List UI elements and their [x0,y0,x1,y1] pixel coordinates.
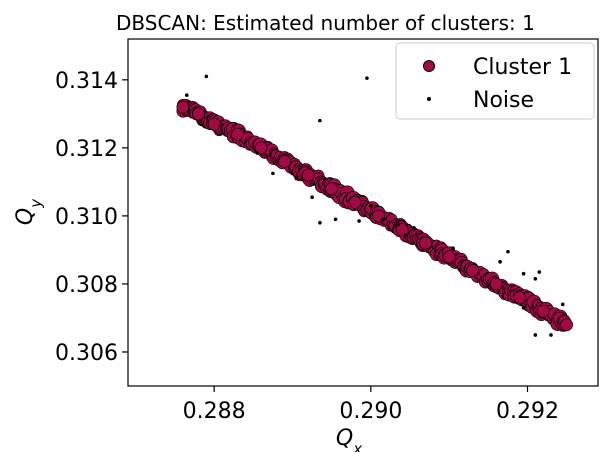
noise-point [537,270,542,274]
cluster-1-points [176,98,573,332]
noise-point [255,151,260,155]
cluster-1-point [207,117,221,131]
noise-point [521,305,526,310]
noise-point [533,277,538,281]
legend: Cluster 1 Noise [395,42,595,120]
x-tick-label: 0.292 [496,399,559,424]
cluster-1-point [192,107,205,121]
noise-point [318,220,322,225]
cluster-1-point [442,250,456,264]
cluster-1-point [560,318,573,332]
noise-point [271,171,275,176]
noise-point [404,232,408,237]
noise-point [204,74,209,79]
cluster-1-point [176,100,190,114]
legend-label-noise: Noise [473,88,534,113]
noise-point [365,76,369,80]
noise-point [451,246,455,251]
noise-point [294,176,299,181]
legend-marker-cluster-1 [423,60,435,72]
cluster-1-point [489,277,503,291]
y-tick-label: 0.312 [55,137,118,162]
legend-label-cluster-1: Cluster 1 [473,55,572,80]
noise-point [506,249,510,254]
noise-point [380,217,385,222]
x-tick-label: 0.290 [339,399,402,424]
noise-point [521,271,526,276]
y-tick-label: 0.314 [55,69,118,94]
cluster-1-point [513,291,526,304]
noise-point [549,333,553,337]
chart-title: DBSCAN: Estimated number of clusters: 1 [116,11,535,35]
cluster-1-point [325,182,338,195]
cluster-1-point [395,223,409,236]
cluster-1-point [466,264,479,277]
legend-box [395,42,595,120]
noise-point [184,93,189,97]
x-tick-label: 0.288 [183,399,246,424]
y-tick-label: 0.306 [55,341,118,366]
x-axis-label: Qx [336,426,362,452]
noise-point [560,302,565,307]
y-tick-label: 0.310 [55,205,118,230]
noise-point [396,222,401,227]
noise-point [533,333,538,337]
noise-point [333,217,338,222]
noise-point [357,219,361,223]
noise-point [498,260,502,264]
cluster-1-point [348,195,362,209]
y-axis-label: Qy [13,198,45,225]
cluster-1-point [419,236,432,250]
y-axis: 0.306 0.308 0.310 0.312 0.314 [55,69,128,366]
noise-point [318,118,322,123]
cluster-1-point [278,155,291,168]
x-axis: 0.288 0.290 0.292 [183,386,559,424]
cluster-1-point [301,168,315,182]
cluster-1-point [231,127,244,141]
cluster-1-point [254,141,268,155]
noise-point [369,203,373,208]
y-tick-label: 0.308 [55,273,118,298]
cluster-1-point [536,304,550,318]
plot-area [127,38,599,387]
noise-points [184,74,565,337]
legend-marker-noise [427,97,431,101]
noise-point [310,195,314,199]
noise-point [412,226,416,230]
